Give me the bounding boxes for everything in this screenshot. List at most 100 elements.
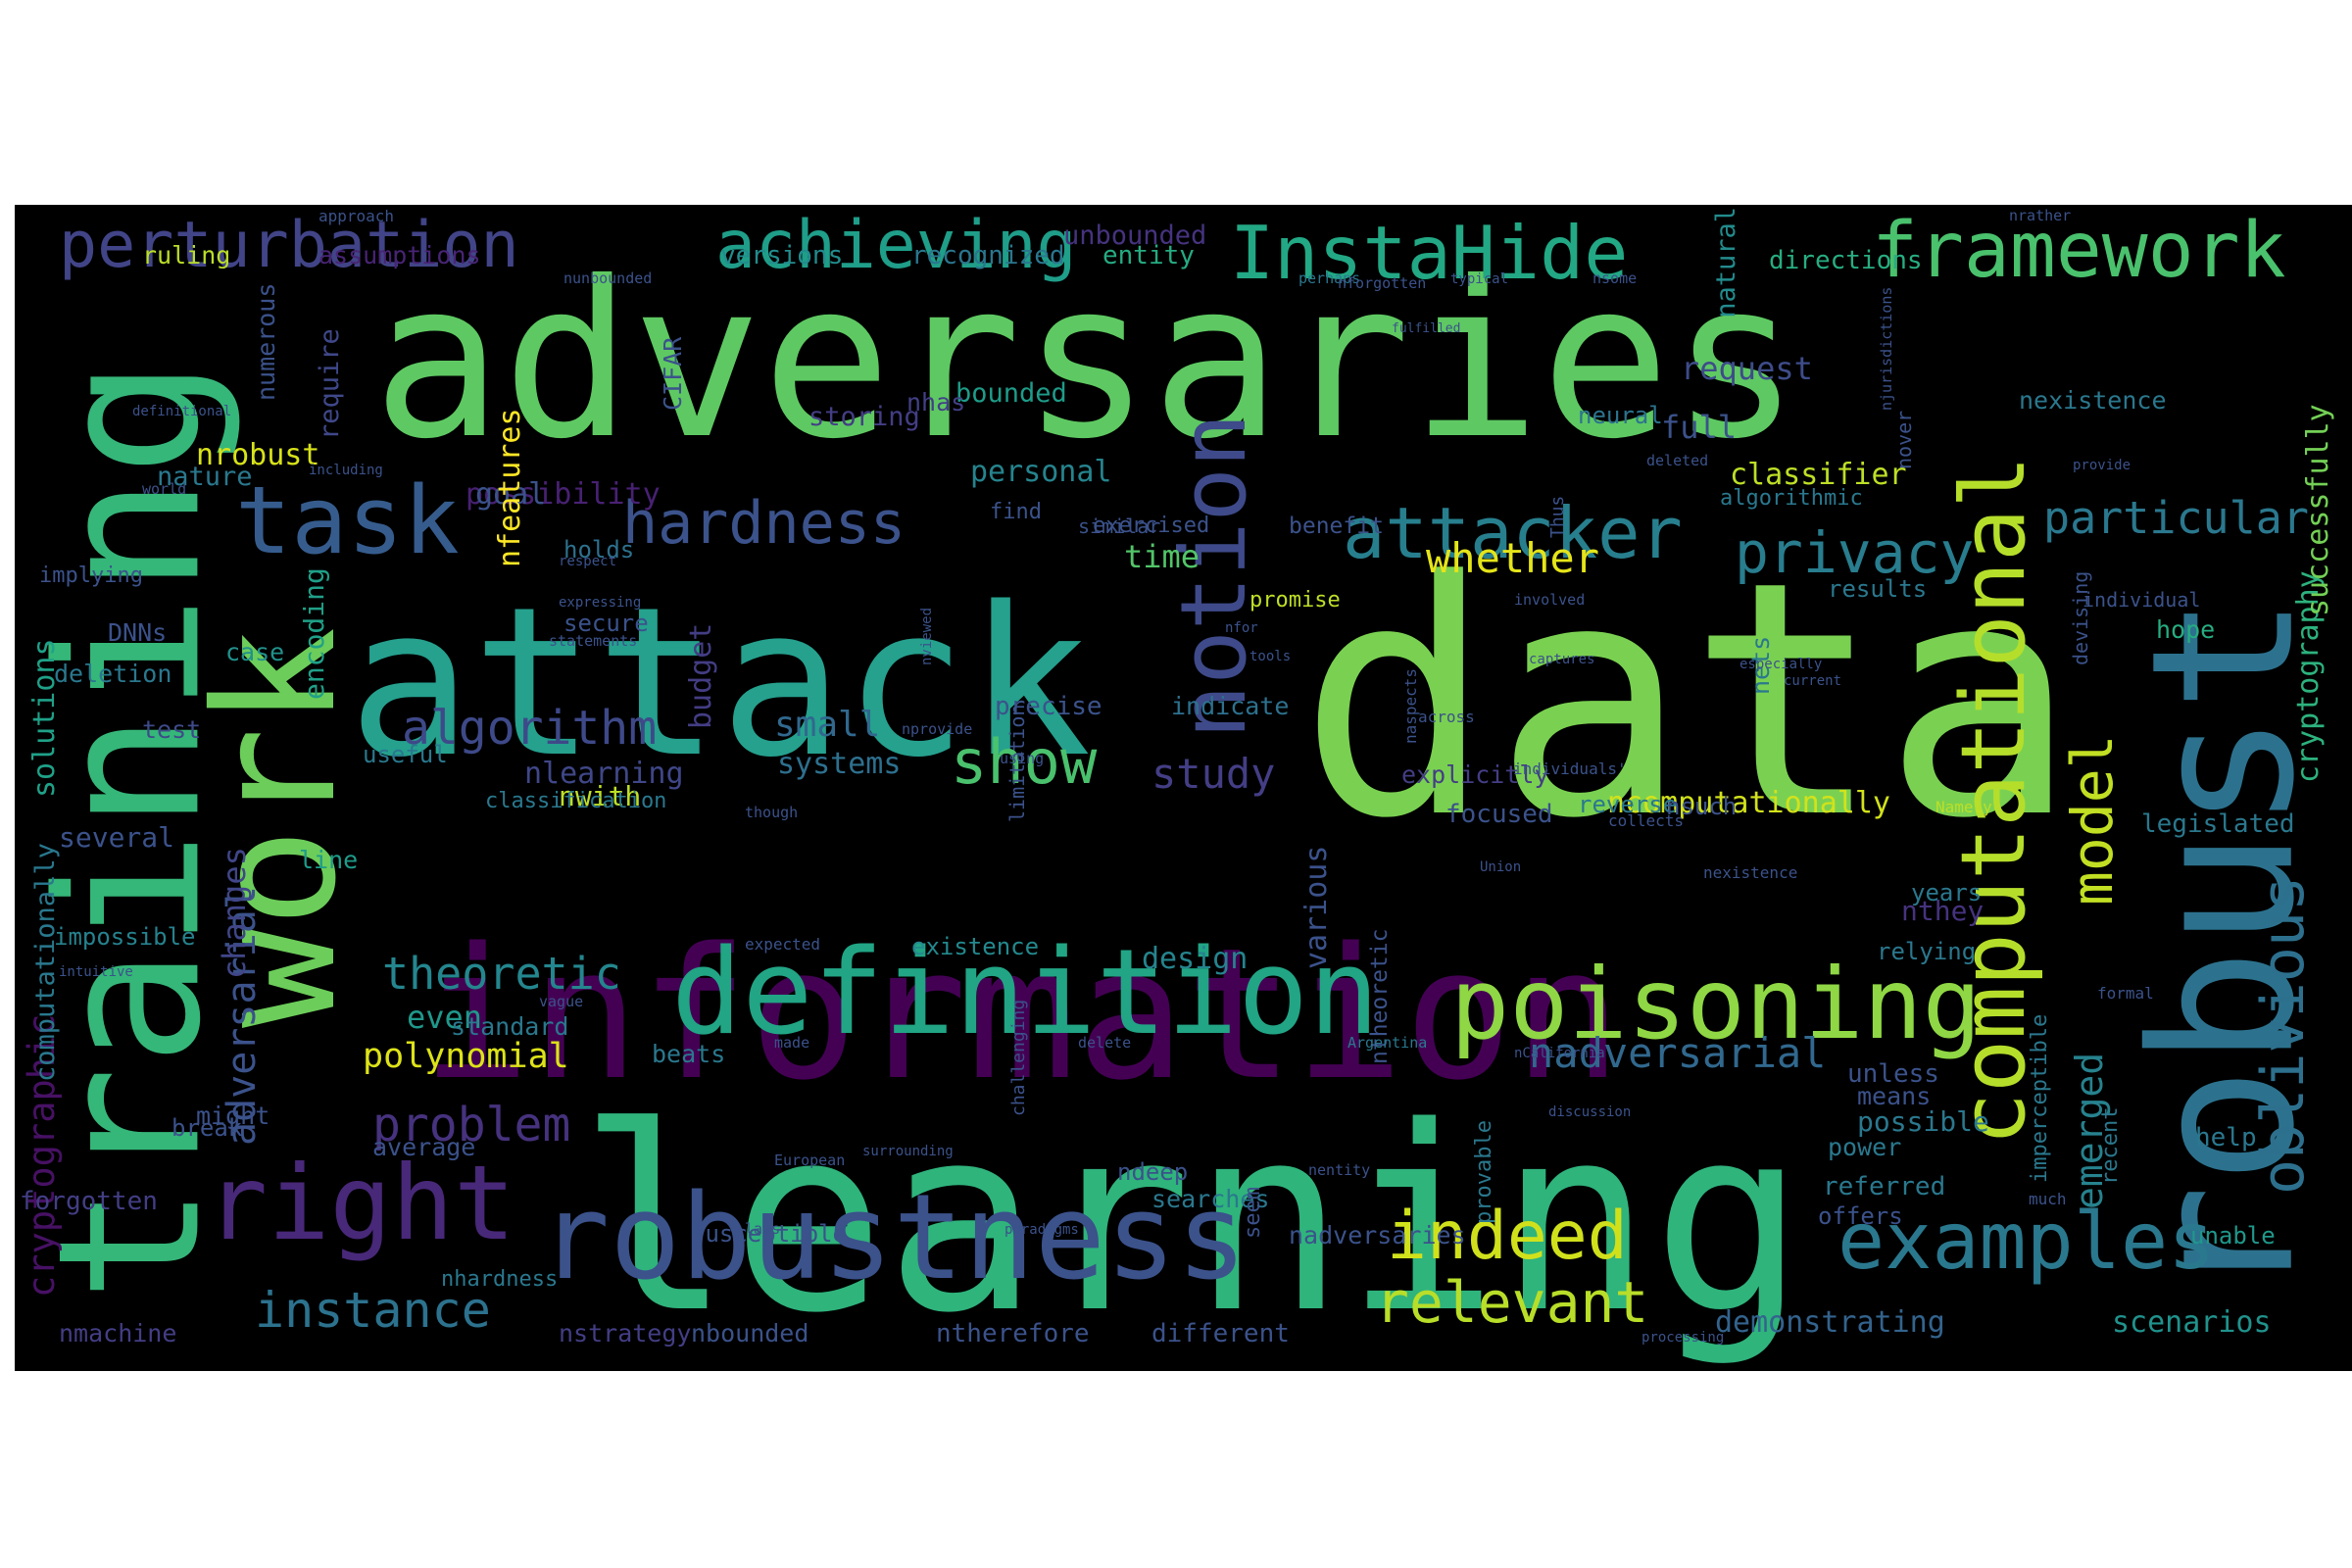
word-relevant: relevant xyxy=(1375,1269,1648,1336)
word-instance: instance xyxy=(255,1282,491,1339)
word-break: break xyxy=(172,1114,243,1142)
word-privacy: privacy xyxy=(1735,519,1974,586)
word-polynomial: polynomial xyxy=(363,1037,569,1076)
word-surrounding: surrounding xyxy=(862,1144,954,1159)
word-captures: captures xyxy=(1529,652,1594,667)
word-paradigms: paradigms xyxy=(1004,1222,1079,1238)
word-nbounded: nbounded xyxy=(691,1319,808,1348)
word-nprovide: nprovide xyxy=(902,720,972,738)
word-emerged: emerged xyxy=(2068,1053,2111,1209)
word-holds: holds xyxy=(564,536,634,564)
word-namely: Namely xyxy=(1936,798,1992,816)
word-ndeep: ndeep xyxy=(1117,1158,1188,1186)
word-storing: storing xyxy=(808,402,920,432)
word-show: show xyxy=(951,726,1098,798)
word-nfor: nfor xyxy=(1225,620,1258,636)
word-study: study xyxy=(1152,750,1275,798)
word-respect: respect xyxy=(559,554,616,569)
word-help: help xyxy=(2195,1123,2257,1152)
word-recognized: recognized xyxy=(911,241,1065,270)
word-entity: entity xyxy=(1102,241,1195,270)
word-though: though xyxy=(745,804,798,821)
word-european: European xyxy=(774,1152,845,1169)
word-nadversaries: nadversaries xyxy=(1289,1221,1466,1250)
word-devising: devising xyxy=(2069,571,2092,665)
word-cifar: CIFAR xyxy=(659,336,687,411)
word-assumptions: assumptions xyxy=(318,241,481,270)
word-beats: beats xyxy=(652,1040,725,1068)
word-intuitive: intuitive xyxy=(59,964,133,980)
word-existence: existence xyxy=(911,933,1039,960)
word-versions: versions xyxy=(720,241,843,270)
word-delete: delete xyxy=(1078,1034,1131,1052)
word-adversaries: adversaries xyxy=(372,235,1800,486)
word-deleted: deleted xyxy=(1646,452,1708,469)
word-information: information xyxy=(421,908,1622,1120)
word-results: results xyxy=(1828,575,1927,603)
word-individual: individual xyxy=(2082,588,2200,612)
word-exercised: exercised xyxy=(1093,514,1209,538)
word-time: time xyxy=(1124,538,1200,575)
word-tools: tools xyxy=(1250,649,1291,664)
word-imperceptible: imperceptible xyxy=(2028,1014,2052,1183)
word-implying: implying xyxy=(39,564,143,588)
word-algorithm: algorithm xyxy=(402,701,657,756)
word-fulfilled: fulfilled xyxy=(1392,321,1460,336)
word-small: small xyxy=(774,705,880,745)
word-notion: notion xyxy=(1161,414,1266,739)
word-case: case xyxy=(225,638,284,666)
word-successfully: successfully xyxy=(2301,404,2335,616)
word-offers: offers xyxy=(1818,1202,1903,1230)
word-whether: whether xyxy=(1426,534,1599,582)
word-nsuch: nsuch xyxy=(1666,793,1737,820)
word-focused: focused xyxy=(1446,800,1553,829)
word-encoding: encoding xyxy=(298,567,330,700)
word-expressing: expressing xyxy=(559,595,641,611)
word-perhaps: perhaps xyxy=(1298,270,1360,287)
word-different: different xyxy=(1152,1319,1290,1348)
word-individuals: individuals' xyxy=(1513,760,1627,778)
word-secure: secure xyxy=(564,610,649,637)
word-seem: seem xyxy=(1241,1187,1265,1239)
word-possible: possible xyxy=(1857,1105,1989,1138)
word-systems: systems xyxy=(777,747,901,781)
word-possibility: possibility xyxy=(466,477,661,512)
word-even: even xyxy=(407,999,482,1036)
word-naspects: naspects xyxy=(1401,668,1420,744)
word-especially: especially xyxy=(1740,657,1822,672)
word-nrobust: nrobust xyxy=(196,438,319,472)
word-work: work xyxy=(179,627,373,1028)
word-including: including xyxy=(309,463,383,478)
word-training: training xyxy=(16,359,244,1302)
word-useful: useful xyxy=(363,741,448,768)
word-across: across xyxy=(1418,708,1475,726)
word-hardness: hardness xyxy=(622,489,906,558)
word-deletion: deletion xyxy=(54,660,172,688)
word-typical: typical xyxy=(1450,271,1508,287)
word-approach: approach xyxy=(318,207,394,225)
word-ntheoretic: ntheoretic xyxy=(1367,929,1393,1064)
word-require: require xyxy=(315,328,345,440)
word-several: several xyxy=(59,821,174,854)
word-ntherefore: ntherefore xyxy=(936,1319,1090,1348)
word-computational: computational xyxy=(1942,456,2045,1146)
word-collects: collects xyxy=(1608,811,1684,830)
word-various: various xyxy=(1299,846,1334,969)
word-nwith: nwith xyxy=(559,780,641,812)
word-searches: searches xyxy=(1152,1185,1269,1213)
word-relying: relying xyxy=(1877,938,1976,965)
word-computationally: computationally xyxy=(30,843,61,1082)
word-instahide: InstaHide xyxy=(1230,210,1628,296)
word-njurisdictions: njurisdictions xyxy=(1878,287,1895,411)
word-limitation: limitation xyxy=(1005,705,1029,822)
word-statements: statements xyxy=(549,632,637,650)
word-referred: referred xyxy=(1823,1172,1945,1201)
word-model: model xyxy=(2059,734,2126,906)
word-design: design xyxy=(1142,942,1248,976)
word-achieving: achieving xyxy=(715,207,1076,284)
word-attacker: attacker xyxy=(1343,492,1683,574)
word-nentity: nentity xyxy=(1308,1161,1370,1179)
word-cloud: adversaries data learning information attack… xyxy=(15,205,2352,1371)
word-vague: vague xyxy=(539,993,583,1010)
word-natural: natural xyxy=(1711,207,1741,318)
